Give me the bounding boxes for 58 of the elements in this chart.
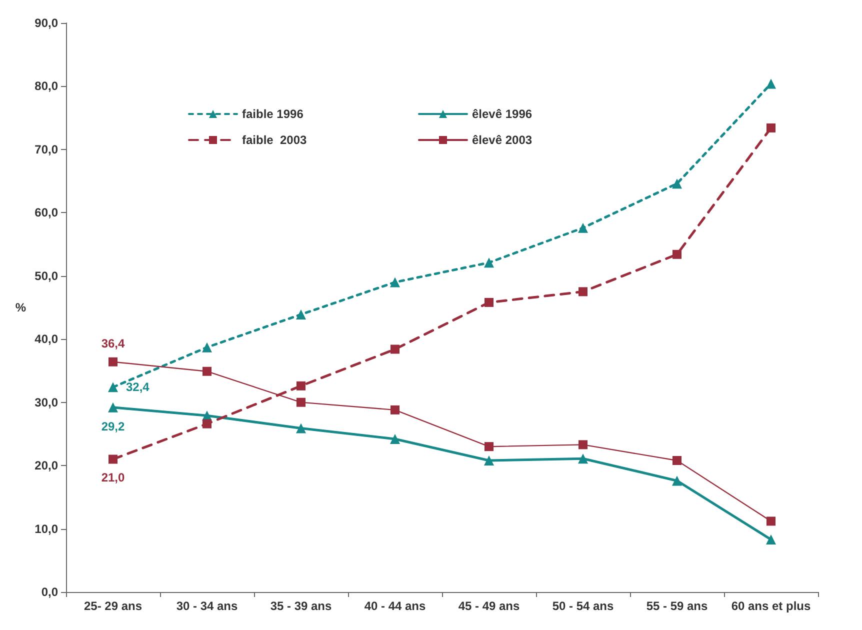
point	[296, 309, 306, 320]
point	[108, 454, 118, 464]
point	[766, 516, 776, 526]
point	[766, 123, 776, 132]
y-tick-label: 0,0	[41, 585, 58, 599]
point	[484, 456, 494, 466]
point	[766, 78, 776, 89]
point	[484, 298, 494, 307]
point	[296, 398, 306, 407]
y-tick-label: 90,0	[34, 16, 58, 30]
y-tick-label: 80,0	[34, 79, 58, 94]
point	[578, 440, 588, 450]
data-label: 32,4	[126, 380, 150, 394]
x-tick-label: 40 - 44 ans	[364, 599, 426, 613]
point	[484, 442, 494, 452]
y-tick-label: 70,0	[34, 142, 58, 156]
point	[390, 344, 400, 354]
y-tick-label: 10,0	[34, 522, 58, 536]
point	[672, 178, 682, 189]
point	[484, 258, 494, 268]
point	[578, 287, 588, 296]
legend-label: êlevê 2003	[472, 133, 532, 147]
x-tick-label: 25- 29 ans	[84, 599, 142, 613]
data-label: 36,4	[101, 336, 125, 350]
x-tick-label: 35 - 39 ans	[270, 599, 332, 613]
point	[672, 476, 682, 486]
x-tick-label: 30 - 34 ans	[176, 599, 238, 613]
y-tick-label: 30,0	[34, 395, 58, 410]
y-tick-label: 60,0	[34, 206, 58, 220]
point	[202, 342, 212, 352]
point	[766, 534, 776, 545]
point	[578, 222, 588, 233]
x-tick-label: 60 ans et plus	[731, 599, 812, 613]
point	[202, 419, 212, 428]
point	[578, 454, 588, 464]
x-tick-label: 45 - 49 ans	[458, 599, 520, 613]
point	[108, 402, 118, 412]
x-tick-label: 50 - 54 ans	[552, 599, 614, 613]
data-label: 21,0	[101, 470, 125, 485]
legend-label: faible 1996	[242, 107, 304, 121]
point	[390, 434, 400, 444]
y-tick-label: 40,0	[34, 332, 58, 346]
point	[672, 250, 682, 259]
point	[296, 381, 306, 390]
x-tick-label: 55 - 59 ans	[646, 599, 708, 613]
point	[202, 366, 212, 376]
data-label: 29,2	[101, 419, 125, 434]
point	[390, 277, 400, 288]
point	[108, 357, 118, 366]
legend-label: êlevê 1996	[472, 107, 532, 121]
y-tick-label: 50,0	[34, 268, 58, 283]
point	[296, 423, 306, 434]
y-tick-label: 20,0	[34, 458, 58, 473]
point	[390, 405, 400, 414]
legend-label: faible 2003	[242, 133, 308, 147]
point	[672, 456, 682, 465]
point	[108, 382, 118, 392]
y-axis-title: %	[15, 300, 26, 314]
